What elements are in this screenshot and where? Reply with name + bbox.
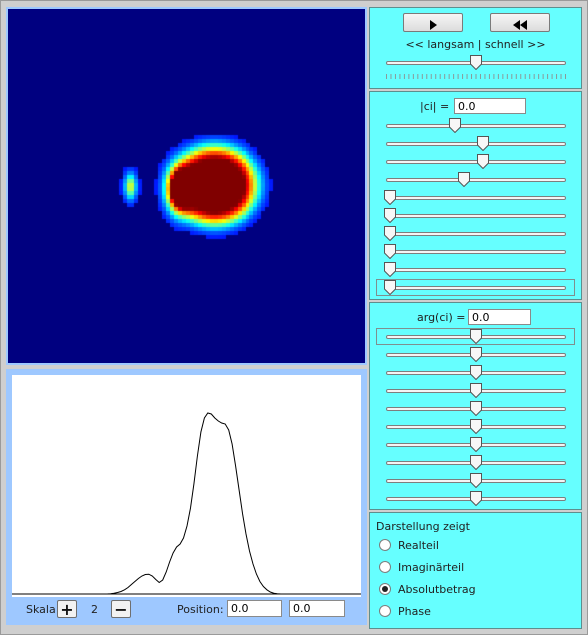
profile-plot-panel: Skala: + 2 − Position: [6,369,367,625]
argument-slider-4-thumb[interactable] [470,383,482,398]
magnitude-label: |ci| = [420,100,450,113]
radio-button[interactable] [379,561,391,573]
magnitude-slider-8-track[interactable] [386,250,566,254]
radio-phase[interactable]: Phase [379,603,431,619]
magnitude-slider-8-thumb[interactable] [384,244,396,259]
scale-increase-button[interactable]: + [57,600,77,618]
argument-slider-2-thumb[interactable] [470,347,482,362]
radio-label: Absolutbetrag [398,582,476,596]
radio-button[interactable] [379,605,391,617]
magnitude-slider-4-track[interactable] [386,178,566,182]
argument-slider-10-thumb[interactable] [470,491,482,506]
magnitude-slider-9-thumb[interactable] [384,262,396,277]
magnitude-slider-2-thumb[interactable] [476,136,489,151]
scale-value: 2 [91,603,98,616]
argument-slider-8-thumb[interactable] [470,455,482,470]
argument-slider-9-thumb[interactable] [470,473,482,488]
magnitude-slider-10-track[interactable] [386,286,566,290]
radio-imaginaerteil[interactable]: Imaginärteil [379,559,464,575]
coefficient-magnitude-panel: |ci| = [369,91,582,300]
play-button[interactable] [403,13,463,32]
magnitude-slider-3-thumb[interactable] [476,154,489,169]
magnitude-slider-6-thumb[interactable] [384,208,396,223]
position-x-field[interactable] [227,600,282,617]
scale-toolbar: Skala: + 2 − Position: [6,598,367,622]
argument-slider-7-thumb[interactable] [470,437,482,452]
radio-label: Realteil [398,538,439,552]
speed-label: << langsam | schnell >> [405,38,546,51]
magnitude-slider-1-track[interactable] [386,124,566,128]
magnitude-slider-4-thumb[interactable] [457,172,470,187]
rewind-button[interactable] [490,13,550,32]
magnitude-slider-6-track[interactable] [386,214,566,218]
scale-decrease-button[interactable]: − [111,600,131,618]
profile-plot [12,375,361,597]
magnitude-slider-2-track[interactable] [386,142,566,146]
scale-label: Skala: [26,603,60,616]
display-title: Darstellung zeigt [376,520,470,533]
animation-control-panel: << langsam | schnell >> [369,7,582,89]
magnitude-slider-5-track[interactable] [386,196,566,200]
magnitude-slider-focus-box [376,279,575,296]
radio-realteil[interactable]: Realteil [379,537,439,553]
argument-slider-1-thumb[interactable] [470,329,482,344]
magnitude-slider-9-track[interactable] [386,268,566,272]
magnitude-field[interactable] [454,98,526,114]
profile-curve [12,412,361,595]
argument-slider-3-thumb[interactable] [470,365,482,380]
magnitude-slider-5-thumb[interactable] [384,190,396,205]
coefficient-phase-panel: arg(ci) = [369,302,582,510]
play-icon [430,19,437,30]
magnitude-slider-7-track[interactable] [386,232,566,236]
argument-label: arg(ci) = [417,311,466,324]
profile-curve-svg [12,412,361,595]
argument-slider-5-thumb[interactable] [470,401,482,416]
argument-slider-6-thumb[interactable] [470,419,482,434]
radio-button[interactable] [379,583,391,595]
radio-label: Imaginärteil [398,560,465,574]
magnitude-slider-1-thumb[interactable] [449,118,462,133]
position-y-field[interactable] [289,600,345,617]
magnitude-slider-10-thumb[interactable] [384,280,396,295]
rewind-icon [513,19,527,30]
magnitude-slider-7-thumb[interactable] [384,226,396,241]
radio-label: Phase [398,604,431,618]
radio-button[interactable] [379,539,391,551]
probability-heatmap[interactable] [8,9,365,363]
display-mode-panel: Darstellung zeigt Realteil Imaginärteil … [369,512,582,629]
argument-field[interactable] [468,309,531,325]
magnitude-slider-3-track[interactable] [386,160,566,164]
argument-slider-focus-box [376,328,575,345]
speed-slider-ticks [386,74,566,79]
radio-absolutbetrag[interactable]: Absolutbetrag [379,581,476,597]
wavefunction-view-panel [6,7,367,365]
position-label: Position: [177,603,224,616]
speed-slider-thumb[interactable] [470,55,482,70]
